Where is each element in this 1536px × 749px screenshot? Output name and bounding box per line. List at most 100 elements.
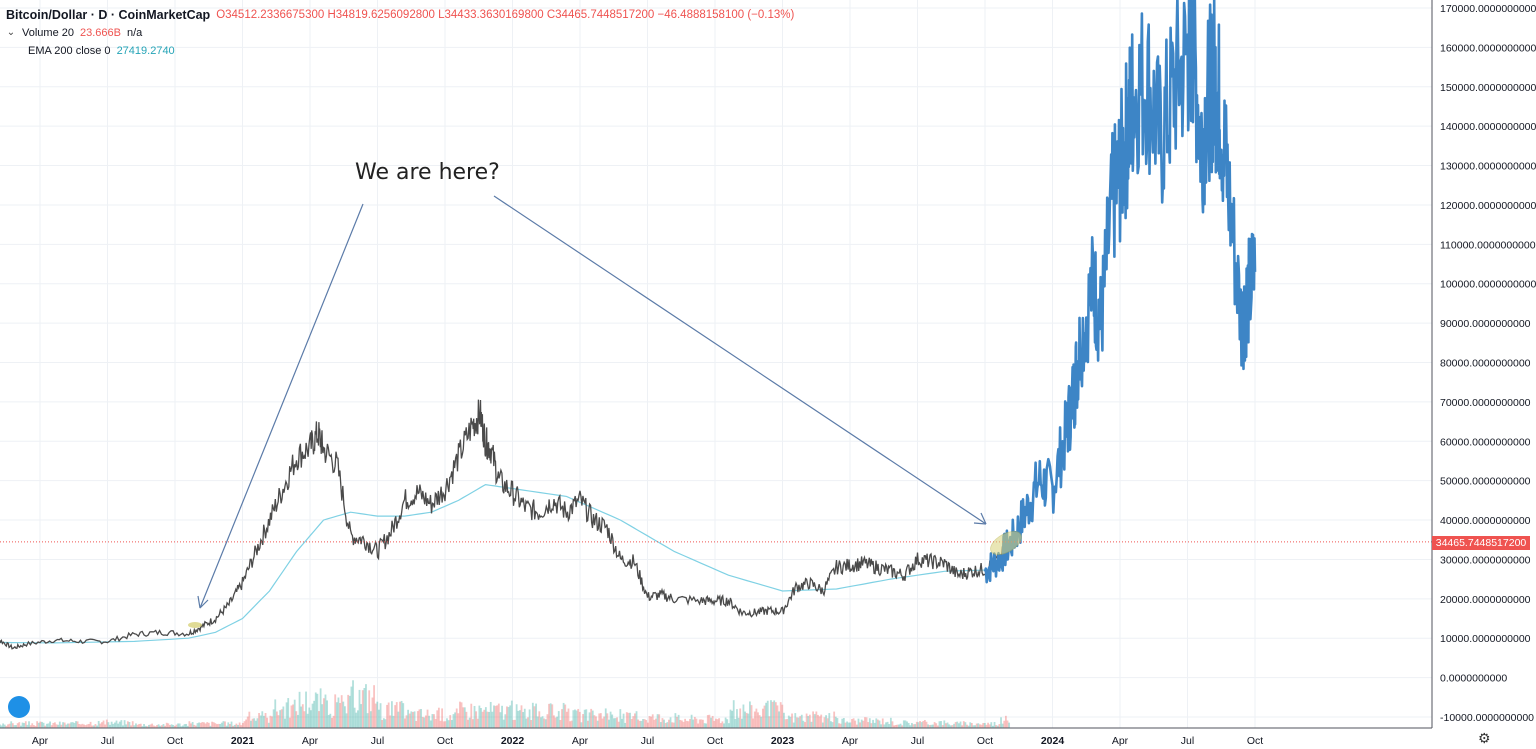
collapse-chevron-icon[interactable]: ⌄: [6, 27, 16, 38]
volume-bar: [923, 719, 926, 728]
volume-bar: [65, 724, 68, 728]
tradingview-logo-icon[interactable]: [8, 696, 30, 718]
gear-icon[interactable]: ⚙: [1478, 730, 1491, 746]
volume-bar: [423, 717, 426, 728]
y-tick-label: 70000.0000000000: [1440, 397, 1531, 409]
volume-bar: [68, 723, 71, 728]
volume-bar: [894, 725, 897, 728]
volume-bar: [588, 712, 591, 728]
x-tick-label: Jul: [911, 735, 924, 747]
volume-bar: [0, 724, 1, 728]
volume-bar: [595, 716, 597, 728]
volume-bar: [557, 711, 560, 728]
volume-bar: [198, 722, 201, 728]
volume-bar: [23, 723, 26, 728]
volume-bar: [679, 719, 682, 728]
volume-bar: [371, 697, 374, 728]
volume-bar: [491, 711, 494, 728]
volume-bar: [271, 716, 273, 728]
volume-bar: [851, 719, 853, 728]
volume-bar: [522, 712, 525, 728]
arrowhead-right: [973, 512, 987, 525]
volume-bar: [980, 724, 983, 728]
volume-bar: [306, 713, 309, 728]
volume-bar: [73, 722, 76, 728]
volume-bar: [457, 713, 460, 728]
volume-bar: [825, 715, 827, 728]
volume-bar: [462, 707, 465, 728]
volume-bar: [941, 725, 944, 728]
volume-bar: [606, 713, 609, 728]
volume-bar: [480, 708, 482, 728]
volume-bar: [695, 718, 698, 728]
volume-bar: [727, 723, 730, 728]
volume-bar: [295, 711, 298, 728]
volume-bar: [912, 724, 915, 728]
volume-bar: [828, 713, 831, 728]
volume-bar: [998, 724, 1001, 728]
volume-bar: [245, 719, 247, 728]
highlight-ellipse-current: [990, 531, 1022, 555]
volume-bar: [634, 713, 636, 728]
x-tick-label: 2024: [1041, 735, 1065, 747]
volume-bar: [160, 725, 163, 728]
volume-bar: [776, 705, 779, 728]
volume-bar: [655, 718, 657, 728]
volume-bar: [706, 715, 709, 728]
annotations: We are here?: [0, 160, 1432, 628]
volume-bar: [146, 726, 149, 728]
symbol-title[interactable]: Bitcoin/Dollar · D · CoinMarketCap: [6, 8, 211, 22]
volume-bar: [870, 723, 873, 728]
x-tick-label: Apr: [842, 735, 859, 747]
ema-label[interactable]: EMA 200 close 0: [28, 45, 111, 57]
volume-bar: [382, 718, 385, 728]
volume-bar: [702, 719, 704, 728]
volume-bar: [888, 724, 891, 728]
volume-bar: [49, 721, 51, 728]
volume-bar: [284, 718, 286, 728]
volume-bar: [156, 725, 158, 728]
volume-bar: [373, 685, 375, 728]
volume-bar: [964, 722, 967, 728]
volume-bar: [136, 724, 139, 728]
volume-bar: [102, 720, 105, 728]
volume-bar: [672, 722, 675, 728]
volume-bar: [21, 722, 24, 728]
volume-bar: [664, 722, 667, 728]
volume-label[interactable]: Volume 20: [22, 27, 74, 39]
volume-bar: [872, 719, 874, 728]
open-value: O34512.2336675300: [216, 9, 325, 21]
volume-bar: [958, 723, 960, 728]
volume-bar: [63, 722, 66, 728]
volume-bar: [10, 721, 13, 728]
volume-bar: [478, 705, 481, 728]
volume-bar: [420, 708, 422, 728]
volume-bar: [936, 725, 939, 728]
projected-price-path: [983, 0, 1257, 584]
volume-bar: [520, 705, 523, 728]
volume-bar: [178, 723, 181, 728]
volume-bar: [28, 721, 30, 728]
volume-bar: [188, 721, 191, 728]
volume-bar: [118, 721, 121, 728]
volume-bar: [663, 719, 665, 728]
volume-bar: [761, 708, 764, 728]
y-tick-label: 90000.0000000000: [1440, 318, 1531, 330]
volume-bar: [470, 703, 473, 728]
volume-bar: [455, 708, 458, 728]
volume-bar: [753, 711, 756, 728]
volume-bar: [517, 710, 520, 728]
volume-bar: [117, 723, 120, 728]
volume-bar: [37, 722, 40, 728]
volume-bar: [151, 723, 154, 728]
volume-bar: [463, 707, 466, 728]
volume-bar: [854, 720, 857, 728]
volume-bar: [164, 725, 166, 728]
volume-bar: [548, 703, 550, 728]
volume-bar: [366, 713, 369, 728]
x-tick-label: Jul: [1181, 735, 1194, 747]
volume-bar: [243, 721, 246, 728]
volume-bar: [656, 714, 659, 728]
volume-bar: [170, 724, 173, 728]
